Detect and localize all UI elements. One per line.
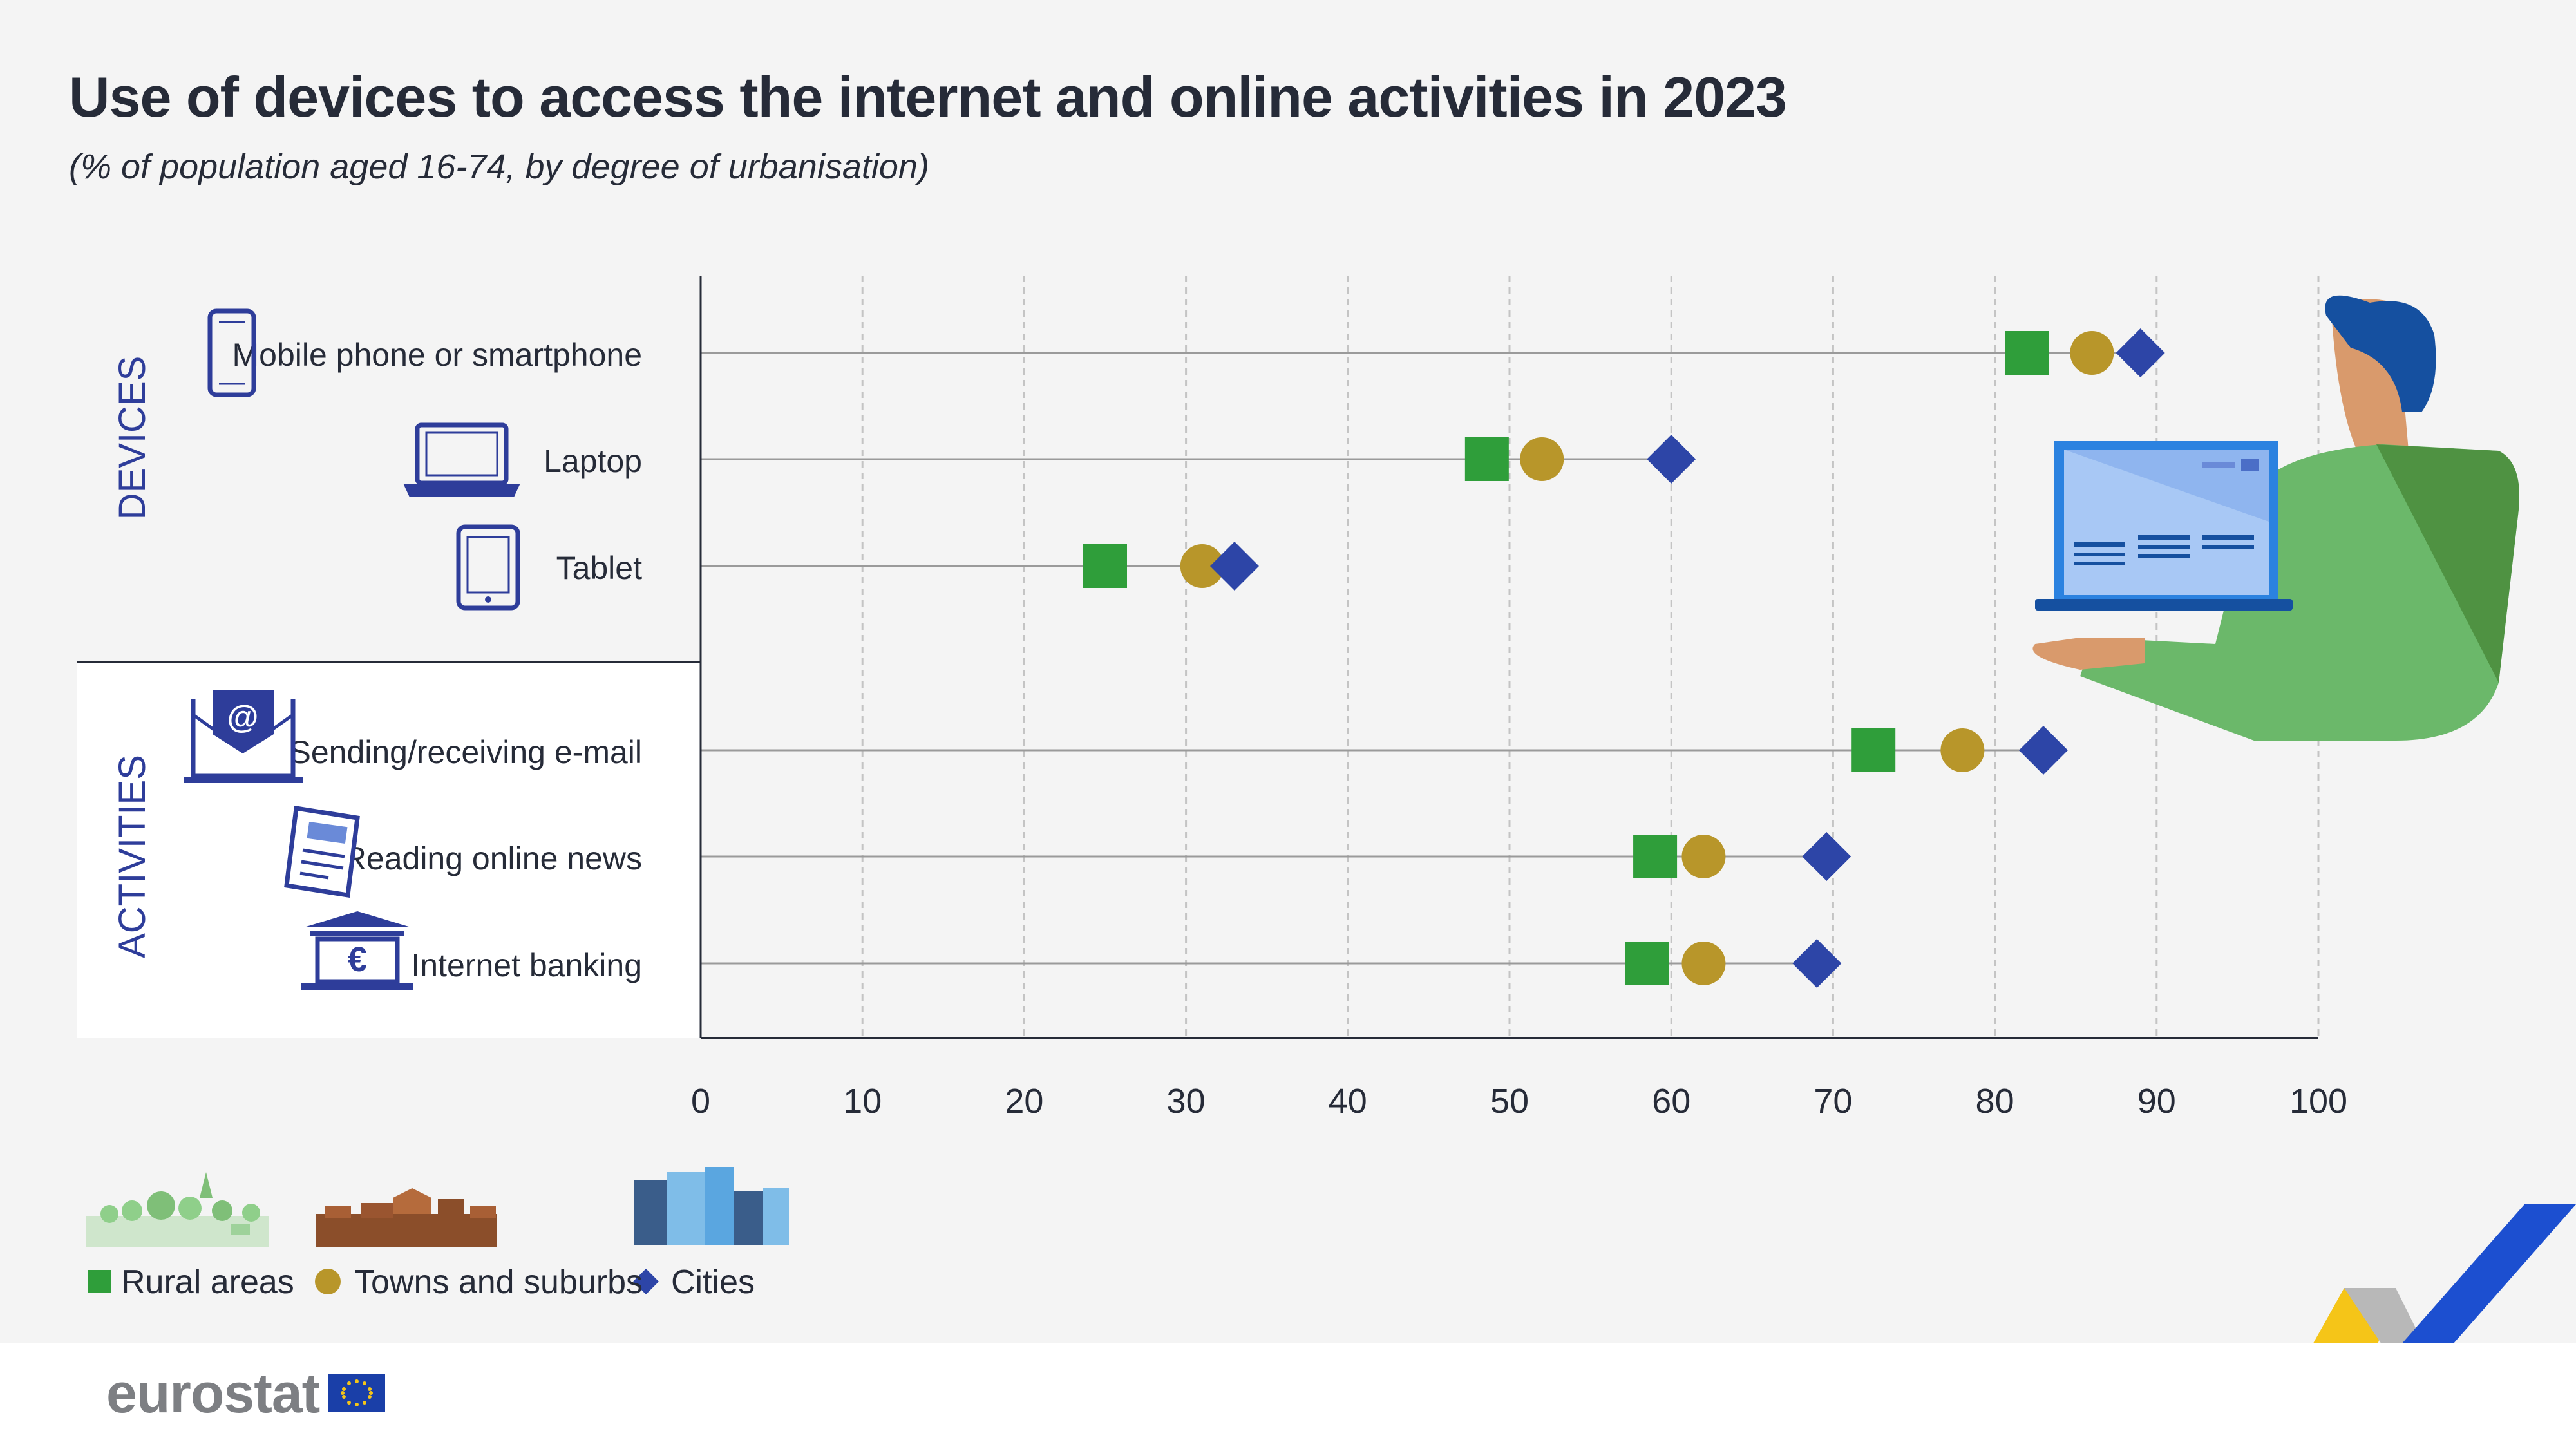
eu-flag-icon [328, 1374, 385, 1412]
towns-buildings-icon [316, 1188, 497, 1247]
x-tick-label-60: 60 [1652, 1082, 1690, 1121]
row-label-internet-banking: Internet banking [411, 947, 642, 983]
chart-title: Use of devices to access the internet an… [69, 65, 1787, 129]
row-label-tablet: Tablet [556, 550, 643, 586]
row-label-online-news: Reading online news [343, 840, 642, 876]
smartphone-icon [207, 308, 256, 397]
laptop-icon [403, 422, 520, 497]
eurostat-logo: eurostat [106, 1363, 320, 1425]
newspaper-icon [284, 805, 360, 898]
x-tick-label-70: 70 [1814, 1082, 1852, 1121]
marker-towns-tablet [1180, 544, 1224, 588]
x-tick-label-10: 10 [843, 1082, 882, 1121]
marker-rural-sending-receiving-e-mail [1852, 728, 1896, 772]
marker-cities-reading-online-news [1802, 832, 1852, 881]
marker-towns-reading-online-news [1681, 835, 1726, 878]
footer-bar [0, 1343, 2576, 1449]
marker-rural-tablet [1083, 544, 1127, 588]
marker-cities-laptop [1647, 435, 1696, 484]
marker-towns-laptop [1520, 437, 1564, 481]
marker-rural-reading-online-news [1633, 835, 1678, 878]
bank-icon: € [301, 911, 413, 990]
tablet-icon [456, 524, 520, 611]
marker-rural-internet-banking [1625, 942, 1669, 985]
x-axis-ticks: 0 10 20 30 40 50 60 70 80 90 100 [691, 1082, 2347, 1121]
row-label-mobile-phone: Mobile phone or smartphone [232, 337, 643, 373]
legend-label-towns: Towns and suburbs [354, 1264, 643, 1301]
marker-towns-sending-receiving-e-mail [1940, 728, 1985, 772]
marker-cities-internet-banking [1792, 939, 1842, 988]
email-icon: @ [184, 690, 303, 783]
row-guide-lines [701, 352, 2141, 965]
person-with-laptop-illustration [2032, 295, 2519, 741]
svg-text:@: @ [227, 699, 259, 735]
x-tick-label-30: 30 [1167, 1082, 1206, 1121]
marker-towns-mobile-phone-or-smartphone [2070, 331, 2114, 375]
x-tick-label-50: 50 [1490, 1082, 1529, 1121]
rural-landscape-icon [86, 1172, 269, 1247]
marker-rural-laptop [1464, 437, 1509, 481]
group-label-devices: DEVICES [111, 356, 153, 520]
marker-rural-mobile-phone-or-smartphone [2005, 331, 2049, 375]
legend-label-cities: Cities [671, 1264, 755, 1301]
marker-towns-internet-banking [1681, 942, 1726, 985]
x-tick-label-100: 100 [2289, 1082, 2347, 1121]
legend-marker-towns [315, 1269, 341, 1294]
x-tick-label-0: 0 [691, 1082, 710, 1121]
marker-cities-tablet [1209, 542, 1259, 591]
x-tick-label-20: 20 [1005, 1082, 1043, 1121]
legend-marker-cities [633, 1269, 659, 1294]
group-label-activities: ACTIVITIES [111, 755, 153, 958]
x-tick-label-90: 90 [2137, 1082, 2176, 1121]
data-markers [1083, 328, 2165, 988]
row-label-email: Sending/receiving e-mail [289, 734, 642, 770]
x-tick-label-40: 40 [1329, 1082, 1367, 1121]
marker-cities-mobile-phone-or-smartphone [2116, 328, 2165, 377]
city-skyline-icon [634, 1167, 789, 1245]
marker-cities-sending-receiving-e-mail [2018, 726, 2068, 775]
row-label-laptop: Laptop [544, 443, 642, 479]
legend-marker-rural [88, 1270, 111, 1293]
chart-subtitle: (% of population aged 16-74, by degree o… [69, 147, 929, 186]
svg-text:€: € [348, 940, 367, 979]
legend-label-rural: Rural areas [121, 1264, 294, 1301]
x-tick-label-80: 80 [1976, 1082, 2014, 1121]
